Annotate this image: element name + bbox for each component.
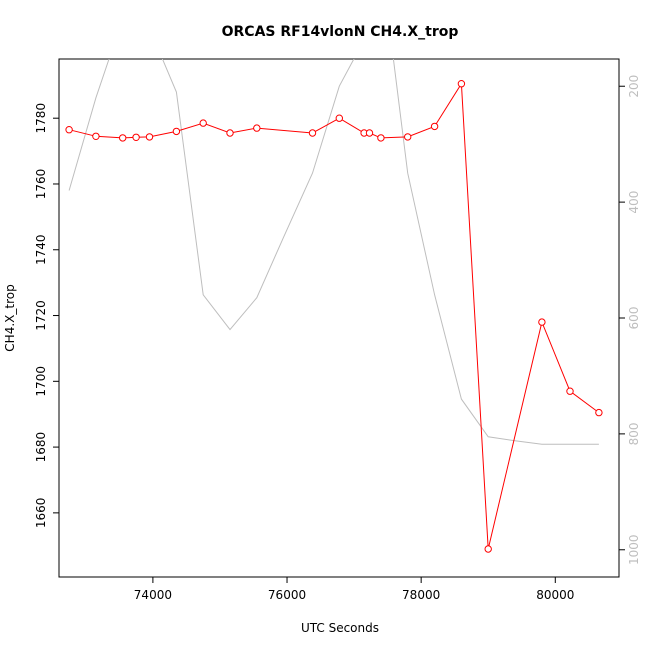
x-tick-label: 74000 — [134, 588, 172, 602]
y-tick-label: 1760 — [34, 169, 48, 200]
y-tick-label: 1660 — [34, 498, 48, 529]
y2-tick-label: 200 — [627, 75, 641, 98]
x-tick-label: 80000 — [536, 588, 574, 602]
data-point — [430, 122, 439, 131]
data-point — [404, 133, 412, 141]
y-tick-label: 1740 — [34, 234, 48, 265]
chart-title: ORCAS RF14vlonN CH4.X_trop — [222, 24, 459, 40]
data-point — [335, 114, 343, 122]
data-point — [119, 134, 127, 142]
data-point — [226, 129, 234, 137]
data-point — [132, 133, 140, 142]
y2-tick-label: 800 — [627, 422, 641, 445]
data-point — [595, 408, 603, 417]
series-line — [68, 82, 600, 550]
y2-tick-label: 600 — [627, 307, 641, 330]
data-point — [145, 133, 154, 141]
data-point — [92, 132, 100, 141]
data-point — [199, 119, 207, 127]
y-tick-label: 1700 — [34, 366, 48, 397]
y-axis: 1660 1680 1700 1720 1740 1760 1780 — [34, 103, 59, 528]
y-tick-label: 1720 — [34, 300, 48, 331]
y-axis-label: CH4.X_trop — [3, 284, 17, 351]
data-point — [457, 80, 466, 88]
y2-tick-label: 1000 — [627, 534, 641, 565]
x-axis: 74000 76000 78000 80000 — [134, 577, 574, 602]
data-point — [308, 129, 317, 137]
data-point — [538, 318, 546, 326]
data-point — [566, 387, 574, 395]
data-point — [172, 127, 181, 136]
y-tick-label: 1680 — [34, 432, 48, 463]
y-tick-label: 1780 — [34, 103, 48, 134]
secondary-y-axis: 200 400 600 800 1000 — [619, 75, 641, 565]
y2-tick-label: 400 — [627, 191, 641, 214]
secondary-series-line — [68, 59, 599, 445]
x-tick-label: 76000 — [268, 588, 306, 602]
x-axis-label: UTC Seconds — [301, 621, 379, 635]
data-point — [377, 134, 385, 142]
data-point — [65, 126, 73, 134]
x-tick-label: 78000 — [402, 588, 440, 602]
data-point — [365, 129, 374, 137]
data-point — [253, 124, 261, 132]
series-layer — [65, 59, 603, 553]
data-point — [484, 545, 492, 553]
